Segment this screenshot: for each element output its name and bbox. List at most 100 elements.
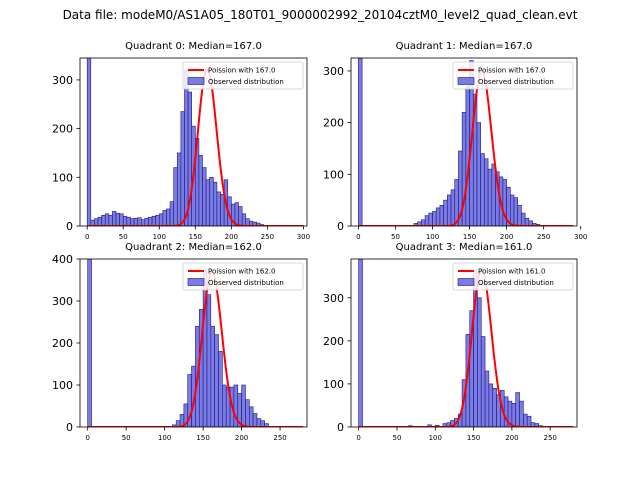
histogram-bar — [519, 400, 524, 427]
legend-box — [452, 61, 574, 90]
histogram-bar — [491, 163, 496, 226]
x-tick-label: 200 — [505, 434, 518, 442]
histogram-bar — [439, 205, 444, 226]
legend: Poission with 167.0 Observed distribution — [182, 61, 304, 90]
histogram-bar — [205, 179, 211, 226]
histogram-bar — [184, 69, 189, 226]
histogram-bar — [144, 217, 149, 226]
legend-label-poisson: Poission with 161.0 — [478, 268, 546, 276]
histogram-bar — [524, 217, 530, 226]
histogram-bar — [158, 213, 164, 226]
histogram-bar — [222, 384, 227, 427]
x-tick-label: 100 — [153, 233, 166, 241]
histogram-bar — [213, 181, 218, 226]
legend-bar-swatch — [187, 77, 205, 85]
poisson-curve — [358, 268, 574, 427]
histogram-bar — [166, 208, 171, 226]
x-tick-label: 0 — [85, 233, 89, 241]
x-tick-label: 150 — [463, 233, 476, 241]
legend: Poission with 162.0 Observed distribution — [182, 262, 304, 291]
legend-box — [182, 61, 304, 90]
histogram-bar — [484, 158, 489, 226]
x-tick-label: 200 — [235, 434, 248, 442]
legend-label-poisson: Poission with 167.0 — [208, 67, 276, 75]
quadrant-2-panel: 0 50 100 150 200 250 0 100 200 300 400 Quadrant 2: … — [52, 242, 308, 442]
histogram-bar — [180, 111, 185, 226]
y-tick-label: 100 — [52, 379, 73, 392]
histogram-bar — [148, 216, 153, 226]
histogram-bar — [202, 167, 207, 226]
y-tick-label: 400 — [52, 253, 73, 266]
histogram-bar — [245, 399, 250, 427]
y-tick-label: 0 — [337, 220, 344, 233]
histogram-bar — [484, 370, 490, 427]
y-tick-label: 100 — [323, 168, 344, 181]
axes-frame — [350, 57, 578, 227]
y-tick-label: 200 — [52, 123, 73, 136]
x-tick-label: 150 — [189, 233, 202, 241]
histogram-bar — [248, 406, 254, 427]
histogram-bar — [151, 215, 156, 226]
y-tick-label: 100 — [52, 171, 73, 184]
histogram-bar — [358, 58, 363, 226]
histogram-bar — [210, 325, 215, 427]
histogram-bar — [517, 205, 522, 226]
y-tick-label: 200 — [52, 337, 73, 350]
x-tick-label: 0 — [85, 434, 89, 442]
legend-label-observed: Observed distribution — [478, 279, 554, 287]
histogram-bar — [198, 155, 203, 226]
histogram-bar — [515, 392, 520, 427]
histogram-bar — [87, 259, 92, 427]
y-tick-label: 0 — [66, 220, 73, 233]
x-tick-label: 150 — [196, 434, 209, 442]
poisson-curve — [87, 270, 304, 427]
histogram-bar — [447, 194, 452, 226]
histogram-bar — [108, 214, 113, 226]
x-tick-label: 300 — [297, 233, 310, 241]
x-tick-label: 250 — [537, 233, 550, 241]
histogram-bar — [238, 206, 243, 226]
histogram-bar — [137, 217, 142, 226]
histogram-bar — [218, 351, 223, 427]
y-tick-label: 300 — [52, 74, 73, 87]
histogram-bar — [435, 207, 441, 226]
x-tick-label: 50 — [391, 233, 400, 241]
y-tick-label: 0 — [66, 421, 73, 434]
histogram-bar — [104, 213, 110, 226]
x-tick-label: 50 — [122, 434, 131, 442]
histogram-bar — [176, 152, 182, 226]
x-tick-label: 250 — [273, 434, 286, 442]
legend-label-poisson: Poission with 162.0 — [208, 268, 276, 276]
histogram-bar — [245, 218, 250, 226]
histogram-bar — [428, 212, 433, 226]
x-tick-label: 0 — [356, 434, 360, 442]
histogram-bar — [241, 213, 247, 226]
x-tick-label: 250 — [543, 434, 556, 442]
panel-title: Quadrant 0: Median=167.0 — [125, 41, 262, 52]
histogram-bar — [476, 122, 481, 226]
histogram-bar — [477, 297, 482, 427]
quadrant-0-panel: 0 50 100 150 200 250 300 0 100 200 300 Quadrant 0: … — [52, 41, 310, 241]
histogram-bar — [513, 197, 519, 226]
histogram-bars — [86, 58, 265, 226]
histogram-bar — [526, 415, 532, 427]
histogram-bar — [119, 213, 124, 226]
histogram-bar — [86, 58, 92, 226]
histogram-bar — [264, 423, 269, 427]
y-tick-label: 0 — [337, 421, 344, 434]
histogram-bar — [169, 201, 174, 226]
histogram-bar — [133, 217, 138, 226]
histogram-bar — [480, 153, 485, 226]
histogram-bar — [488, 383, 494, 427]
histogram-bar — [206, 294, 212, 427]
y-tick-label: 300 — [52, 295, 73, 308]
y-tick-label: 200 — [323, 335, 344, 348]
x-tick-label: 100 — [429, 434, 442, 442]
histogram-bar — [358, 259, 363, 427]
legend: Poission with 167.0 Observed distribution — [452, 61, 574, 90]
legend-bar-swatch — [457, 278, 475, 286]
figure-title: Data file: modeM0/AS1A05_180T01_90000029… — [62, 8, 578, 22]
legend-label-observed: Observed distribution — [478, 78, 554, 86]
x-tick-label: 100 — [426, 233, 439, 241]
